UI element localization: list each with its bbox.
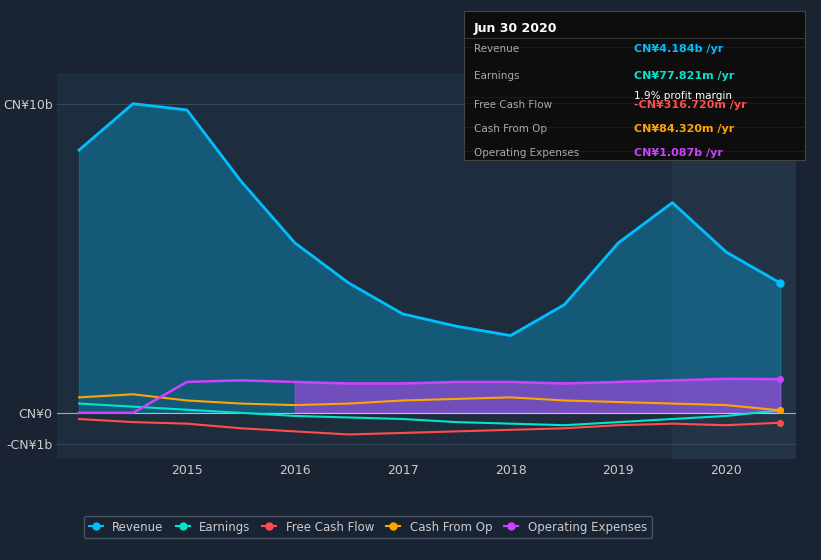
Text: Earnings: Earnings	[474, 71, 520, 81]
Text: Operating Expenses: Operating Expenses	[474, 148, 580, 158]
Bar	[672, 73, 796, 459]
Text: 1.9% profit margin: 1.9% profit margin	[635, 91, 732, 101]
Text: Jun 30 2020: Jun 30 2020	[474, 22, 557, 35]
Legend: Revenue, Earnings, Free Cash Flow, Cash From Op, Operating Expenses: Revenue, Earnings, Free Cash Flow, Cash …	[84, 516, 652, 538]
Text: CN¥77.821m /yr: CN¥77.821m /yr	[635, 71, 735, 81]
Text: Free Cash Flow: Free Cash Flow	[474, 100, 553, 110]
Text: CN¥1.087b /yr: CN¥1.087b /yr	[635, 148, 723, 158]
Text: Cash From Op: Cash From Op	[474, 124, 547, 134]
Text: CN¥84.320m /yr: CN¥84.320m /yr	[635, 124, 735, 134]
Text: Revenue: Revenue	[474, 44, 519, 54]
Text: CN¥4.184b /yr: CN¥4.184b /yr	[635, 44, 723, 54]
Text: -CN¥316.720m /yr: -CN¥316.720m /yr	[635, 100, 747, 110]
